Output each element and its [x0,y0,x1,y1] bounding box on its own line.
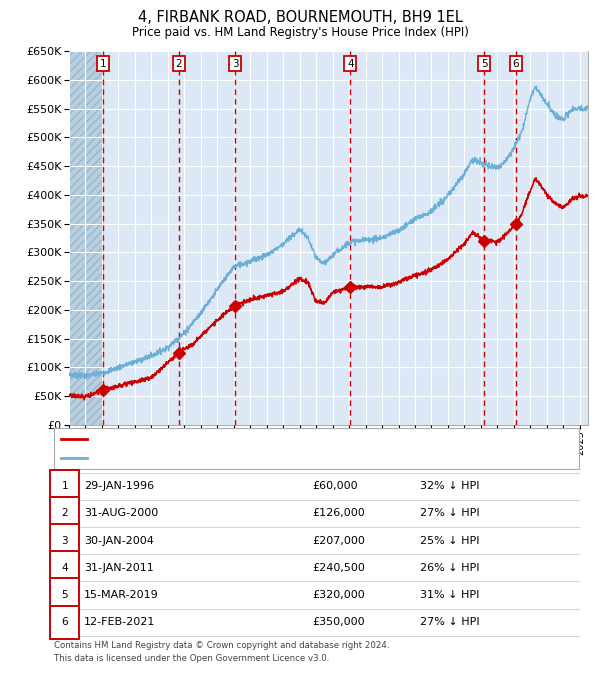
Text: 2: 2 [61,509,68,518]
Bar [69,51,103,425]
Text: £60,000: £60,000 [312,481,358,491]
Text: 29-JAN-1996: 29-JAN-1996 [84,481,154,491]
Text: 4: 4 [347,58,354,69]
Text: 5: 5 [481,58,488,69]
Text: £240,500: £240,500 [312,563,365,573]
Text: 27% ↓ HPI: 27% ↓ HPI [420,509,479,518]
Text: 6: 6 [61,617,68,627]
Text: 15-MAR-2019: 15-MAR-2019 [84,590,159,600]
Text: £350,000: £350,000 [312,617,365,627]
Text: £320,000: £320,000 [312,590,365,600]
Text: Price paid vs. HM Land Registry's House Price Index (HPI): Price paid vs. HM Land Registry's House … [131,26,469,39]
Text: HPI: Average price, detached house, Bournemouth Christchurch and Poole: HPI: Average price, detached house, Bour… [90,453,478,463]
Text: 4, FIRBANK ROAD, BOURNEMOUTH, BH9 1EL: 4, FIRBANK ROAD, BOURNEMOUTH, BH9 1EL [137,10,463,25]
Text: 27% ↓ HPI: 27% ↓ HPI [420,617,479,627]
Text: 26% ↓ HPI: 26% ↓ HPI [420,563,479,573]
Text: 6: 6 [512,58,519,69]
Bar [69,51,103,425]
Text: £126,000: £126,000 [312,509,365,518]
Text: 31% ↓ HPI: 31% ↓ HPI [420,590,479,600]
Text: 25% ↓ HPI: 25% ↓ HPI [420,536,479,545]
Text: £207,000: £207,000 [312,536,365,545]
Text: This data is licensed under the Open Government Licence v3.0.: This data is licensed under the Open Gov… [54,654,329,663]
Text: 4, FIRBANK ROAD, BOURNEMOUTH, BH9 1EL (detached house): 4, FIRBANK ROAD, BOURNEMOUTH, BH9 1EL (d… [90,435,416,445]
Text: 3: 3 [61,536,68,545]
Text: 1: 1 [61,481,68,491]
Text: 4: 4 [61,563,68,573]
Text: 31-JAN-2011: 31-JAN-2011 [84,563,154,573]
Text: 30-JAN-2004: 30-JAN-2004 [84,536,154,545]
Text: 1: 1 [100,58,107,69]
Text: 3: 3 [232,58,238,69]
Text: Contains HM Land Registry data © Crown copyright and database right 2024.: Contains HM Land Registry data © Crown c… [54,641,389,649]
Text: 5: 5 [61,590,68,600]
Text: 12-FEB-2021: 12-FEB-2021 [84,617,155,627]
Text: 32% ↓ HPI: 32% ↓ HPI [420,481,479,491]
Text: 31-AUG-2000: 31-AUG-2000 [84,509,158,518]
Text: 2: 2 [176,58,182,69]
